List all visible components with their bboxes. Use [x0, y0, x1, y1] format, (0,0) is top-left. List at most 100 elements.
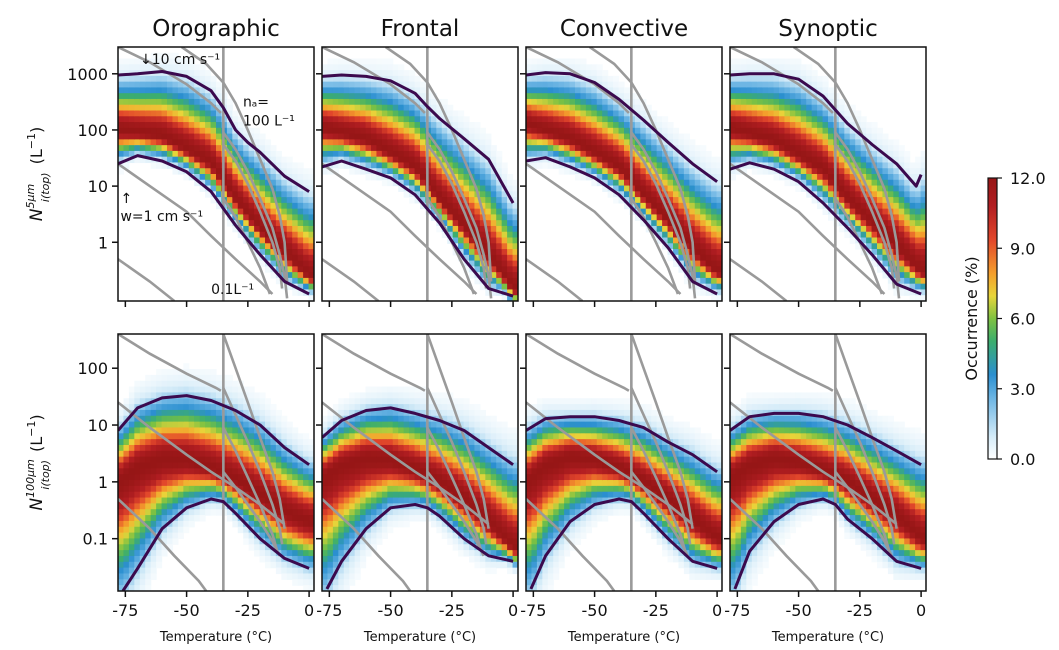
heatmap-cell [651, 220, 658, 227]
heatmap-cell [580, 127, 587, 135]
heatmap-cell [817, 150, 824, 158]
heatmap-cell [403, 191, 410, 198]
heatmap-cell [156, 544, 163, 551]
heatmap-cell [893, 150, 900, 158]
heatmap-cell [292, 567, 299, 575]
heatmap-cell [844, 110, 851, 117]
heatmap-cell [904, 202, 911, 210]
heatmap-cell [232, 386, 239, 394]
heatmap-cell [161, 81, 168, 89]
heatmap-cell [915, 185, 922, 192]
heatmap-cell [898, 145, 905, 152]
heatmap-cell [430, 485, 437, 493]
heatmap-cell [387, 421, 394, 429]
heatmap-cell [172, 404, 179, 411]
heatmap-cell [414, 127, 421, 135]
heatmap-cell [387, 58, 394, 65]
heatmap-cell [607, 139, 614, 146]
heatmap-cell [403, 110, 410, 117]
heatmap-cell [855, 208, 862, 216]
heatmap-cell [501, 283, 508, 291]
heatmap-cell [332, 133, 339, 140]
heatmap-cell [308, 544, 314, 551]
heatmap-cell [265, 145, 272, 152]
heatmap-cell [270, 480, 277, 487]
heatmap-cell [920, 202, 926, 210]
heatmap-cell [145, 127, 152, 135]
heatmap-cell [904, 208, 911, 216]
heatmap-cell [547, 64, 554, 71]
heatmap-cell [139, 156, 146, 164]
heatmap-cell [817, 139, 824, 146]
heatmap-cell [705, 231, 712, 239]
heatmap-cell [789, 98, 796, 106]
heatmap-cell [634, 98, 641, 106]
heatmap-cell [463, 174, 470, 181]
heatmap-cell [338, 398, 345, 405]
heatmap-cell [349, 503, 356, 510]
heatmap-cell [226, 374, 233, 382]
heatmap-cell [237, 427, 244, 434]
heatmap-cell [183, 526, 190, 534]
heatmap-cell [365, 474, 372, 481]
heatmap-cell [183, 162, 190, 169]
heatmap-cell [139, 122, 146, 129]
heatmap-cell [585, 174, 592, 181]
heatmap-cell [327, 98, 334, 106]
heatmap-cell [420, 404, 427, 411]
heatmap-cell [360, 462, 367, 469]
heatmap-cell [711, 243, 718, 250]
heatmap-cell [469, 197, 476, 204]
heatmap-cell [694, 283, 701, 291]
heatmap-cell [265, 202, 272, 210]
heatmap-cell [303, 272, 310, 279]
heatmap-cell [542, 122, 549, 129]
heatmap-cell [259, 468, 266, 475]
heatmap-cell [512, 289, 518, 296]
heatmap-cell [811, 98, 818, 106]
heatmap-cell [882, 133, 889, 140]
heatmap-cell [371, 444, 378, 452]
heatmap-cell [118, 116, 125, 123]
heatmap-cell [915, 214, 922, 221]
heatmap-cell [232, 110, 239, 117]
heatmap-cell [485, 162, 492, 169]
heatmap-cell [673, 237, 680, 244]
heatmap-cell [199, 480, 206, 487]
lower-contour [322, 159, 514, 298]
reference-line [588, 47, 697, 282]
heatmap-cell [194, 93, 201, 100]
heatmap-cell [469, 156, 476, 164]
heatmap-cell [441, 427, 448, 434]
heatmap-cell [855, 214, 862, 221]
heatmap-cell [365, 93, 372, 100]
heatmap-cell [161, 87, 168, 94]
heatmap-cell [751, 104, 758, 112]
heatmap-cell [634, 116, 641, 123]
heatmap-cell [232, 404, 239, 411]
heatmap-cell [167, 409, 174, 417]
heatmap-cell [463, 243, 470, 250]
heatmap-cell [904, 168, 911, 175]
heatmap-cell [327, 450, 334, 458]
heatmap-cell [172, 491, 179, 499]
heatmap-cell [496, 208, 503, 216]
heatmap-cell [360, 81, 367, 89]
heatmap-cell [667, 127, 674, 135]
heatmap-cell [877, 237, 884, 244]
heatmap-cell [161, 110, 168, 117]
heatmap-cell [746, 93, 753, 100]
heatmap-cell [398, 110, 405, 117]
heatmap-cell [700, 185, 707, 192]
heatmap-cell [308, 208, 314, 216]
heatmap-cell [199, 122, 206, 129]
heatmap-cell [409, 156, 416, 164]
heatmap-cell [376, 98, 383, 106]
heatmap-cell [188, 404, 195, 411]
heatmap-cell [591, 64, 598, 71]
heatmap-cell [403, 450, 410, 458]
heatmap-cell [376, 81, 383, 89]
heatmap-cell [161, 550, 168, 557]
heatmap-cell [553, 93, 560, 100]
heatmap-cell [844, 174, 851, 181]
